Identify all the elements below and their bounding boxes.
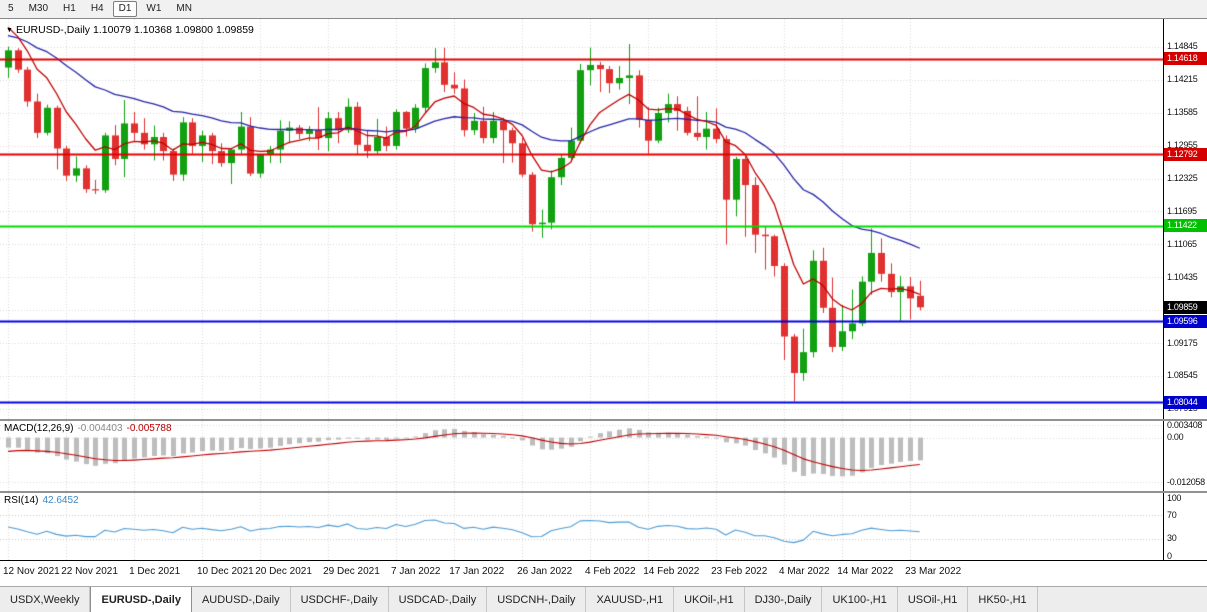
price-level-badge: 1.11422	[1164, 219, 1207, 233]
price-level-badge: 1.08044	[1164, 395, 1207, 409]
price-level-badge: 1.09859	[1164, 300, 1207, 314]
chart-tab-dj30-daily[interactable]: DJ30-,Daily	[745, 587, 823, 612]
ohlc-low: 1.09800	[174, 24, 213, 36]
chart-tab-usdcad-daily[interactable]: USDCAD-,Daily	[389, 587, 488, 612]
price-level-badge: 1.14618	[1164, 52, 1207, 66]
time-axis-label: 4 Mar 2022	[779, 566, 830, 577]
rsi-axis-label: 30	[1167, 533, 1177, 544]
timeframe-toolbar: 5 M30 H1 H4 D1 W1 MN	[0, 0, 1207, 19]
price-level-badge: 1.12792	[1164, 147, 1207, 161]
chart-tab-hk50-h1[interactable]: HK50-,H1	[968, 587, 1038, 612]
macd-canvas[interactable]	[0, 421, 1163, 491]
time-axis[interactable]: 12 Nov 2021 22 Nov 2021 1 Dec 2021 10 Dec 2…	[0, 560, 1207, 586]
price-axis-label: 1.10435	[1167, 271, 1198, 282]
chart-tab-usoil-h1[interactable]: USOil-,H1	[898, 587, 969, 612]
time-axis-label: 23 Feb 2022	[711, 566, 768, 577]
macd-value-main: -0.004403	[77, 423, 123, 434]
price-axis-label: 1.08545	[1167, 370, 1198, 381]
price-axis[interactable]: 1.14845 1.14215 1.13585 1.12955 1.12325 1.116…	[1164, 19, 1207, 419]
price-axis-label: 1.12325	[1167, 173, 1198, 184]
time-axis-label: 14 Mar 2022	[837, 566, 894, 577]
chart-title: ▼ EURUSD-,Daily 1.10079 1.10368 1.09800 1.098…	[6, 24, 257, 36]
chart-tabs-bar: USDX,Weekly EURUSD-,Daily AUDUSD-,Daily USD…	[0, 586, 1207, 612]
time-axis-label: 7 Jan 2022	[391, 566, 441, 577]
panel-separator[interactable]	[0, 419, 1207, 421]
macd-value-signal: -0.005788	[126, 423, 172, 434]
price-axis-label: 1.09175	[1167, 337, 1198, 348]
price-level-badge: 1.09596	[1164, 314, 1207, 328]
macd-axis-label: 0.00	[1167, 432, 1184, 443]
chart-menu-icon[interactable]: ▼	[6, 27, 13, 34]
time-axis-label: 22 Nov 2021	[61, 566, 118, 577]
rsi-axis-label: 70	[1167, 509, 1177, 520]
time-axis-label: 1 Dec 2021	[129, 566, 181, 577]
chart-tab-ukoil-h1[interactable]: UKOil-,H1	[674, 587, 745, 612]
price-axis-label: 1.14845	[1167, 41, 1198, 52]
rsi-axis-label: 100	[1167, 493, 1182, 503]
chart-tab-usdchf-daily[interactable]: USDCHF-,Daily	[291, 587, 389, 612]
timeframe-button-w1[interactable]: W1	[146, 3, 162, 14]
timeframe-button-m30[interactable]: M30	[28, 3, 49, 14]
price-axis-label: 1.14215	[1167, 74, 1198, 85]
rsi-value: 42.6452	[42, 495, 79, 506]
price-axis-label: 1.11695	[1167, 205, 1197, 216]
time-axis-label: 4 Feb 2022	[585, 566, 636, 577]
price-axis-label: 1.12955	[1167, 140, 1198, 151]
chart-tab-audusd-daily[interactable]: AUDUSD-,Daily	[192, 587, 291, 612]
timeframe-button-d1[interactable]: D1	[112, 1, 138, 17]
chart-symbol-label: EURUSD-,Daily	[15, 24, 91, 36]
timeframe-button-mn[interactable]: MN	[176, 3, 192, 14]
rsi-axis-label: 0	[1167, 550, 1172, 561]
time-axis-label: 29 Dec 2021	[323, 566, 380, 577]
rsi-canvas[interactable]	[0, 493, 1163, 560]
time-axis-label: 23 Mar 2022	[905, 566, 962, 577]
time-axis-label: 10 Dec 2021	[197, 566, 254, 577]
time-axis-label: 14 Feb 2022	[643, 566, 700, 577]
ohlc-high: 1.10368	[134, 24, 172, 36]
chart-window: ▼ EURUSD-,Daily 1.10079 1.10368 1.09800 1.098…	[0, 19, 1207, 586]
macd-name: MACD(12,26,9)	[4, 423, 74, 434]
price-axis-label: 1.13585	[1167, 107, 1198, 118]
chart-tab-xauusd-h1[interactable]: XAUUSD-,H1	[586, 587, 675, 612]
rsi-label: RSI(14) 42.6452	[4, 495, 83, 506]
time-axis-label: 20 Dec 2021	[255, 566, 312, 577]
price-chart-canvas[interactable]	[0, 19, 1163, 419]
ohlc-close: 1.09859	[215, 24, 254, 36]
macd-axis-label: -0.012058	[1167, 476, 1205, 487]
price-chart-panel[interactable]: ▼ EURUSD-,Daily 1.10079 1.10368 1.09800 1.098…	[0, 19, 1164, 419]
macd-label: MACD(12,26,9) -0.004403 -0.005788	[4, 423, 176, 434]
chart-tab-eurusd-daily[interactable]: EURUSD-,Daily	[90, 587, 192, 612]
ohlc-open: 1.10079	[93, 24, 131, 36]
chart-tab-usdx-weekly[interactable]: USDX,Weekly	[0, 587, 91, 612]
rsi-panel[interactable]: RSI(14) 42.6452	[0, 493, 1164, 560]
macd-panel[interactable]: MACD(12,26,9) -0.004403 -0.005788	[0, 421, 1164, 491]
time-axis-label: 26 Jan 2022	[517, 566, 573, 577]
timeframe-button-5[interactable]: 5	[8, 3, 14, 14]
macd-axis-label: 0.003408	[1167, 421, 1203, 430]
panel-separator[interactable]	[0, 491, 1207, 493]
rsi-axis[interactable]: 100 70 30 0	[1164, 493, 1207, 560]
time-axis-label: 17 Jan 2022	[449, 566, 505, 577]
chart-tab-usdcnh-daily[interactable]: USDCNH-,Daily	[487, 587, 587, 612]
rsi-name: RSI(14)	[4, 495, 39, 506]
chart-tab-uk100-h1[interactable]: UK100-,H1	[822, 587, 898, 612]
timeframe-button-h1[interactable]: H1	[63, 3, 76, 14]
price-axis-label: 1.11065	[1167, 238, 1197, 249]
timeframe-button-h4[interactable]: H4	[90, 3, 104, 14]
time-axis-label: 12 Nov 2021	[3, 566, 60, 577]
macd-axis[interactable]: 0.003408 0.00 -0.012058	[1164, 421, 1207, 491]
